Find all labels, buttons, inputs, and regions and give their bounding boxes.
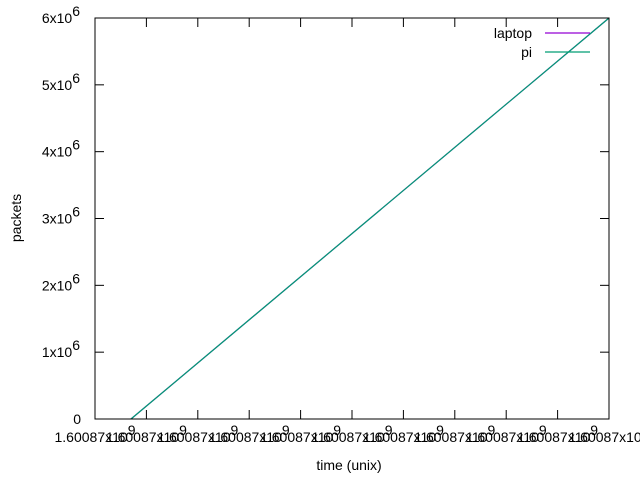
y-tick-label: 5x106 (42, 70, 80, 93)
legend: laptop pi (494, 25, 590, 60)
y-axis-label: packets (8, 194, 24, 242)
x-axis-label: time (unix) (316, 457, 381, 473)
plot-frame (94, 17, 610, 420)
y-axis-ticks: 0 1x106 2x106 3x106 4x106 5x106 6x106 (42, 3, 609, 427)
y-tick-label: 1x106 (42, 337, 80, 360)
x-tick-label: 1.60087x109 (569, 422, 640, 445)
legend-label-laptop: laptop (494, 25, 532, 41)
series-layer (130, 17, 610, 420)
y-tick-label: 4x106 (42, 137, 80, 160)
y-tick-label: 6x106 (42, 3, 80, 26)
legend-label-pi: pi (521, 44, 532, 60)
y-tick-label: 0 (73, 411, 81, 427)
y-tick-label: 2x106 (42, 270, 80, 293)
y-tick-label: 3x106 (42, 204, 80, 227)
x-axis-ticks: 1.60087x1091.60087x1091.60087x1091.60087… (55, 18, 640, 445)
series-line-pi (130, 17, 610, 420)
